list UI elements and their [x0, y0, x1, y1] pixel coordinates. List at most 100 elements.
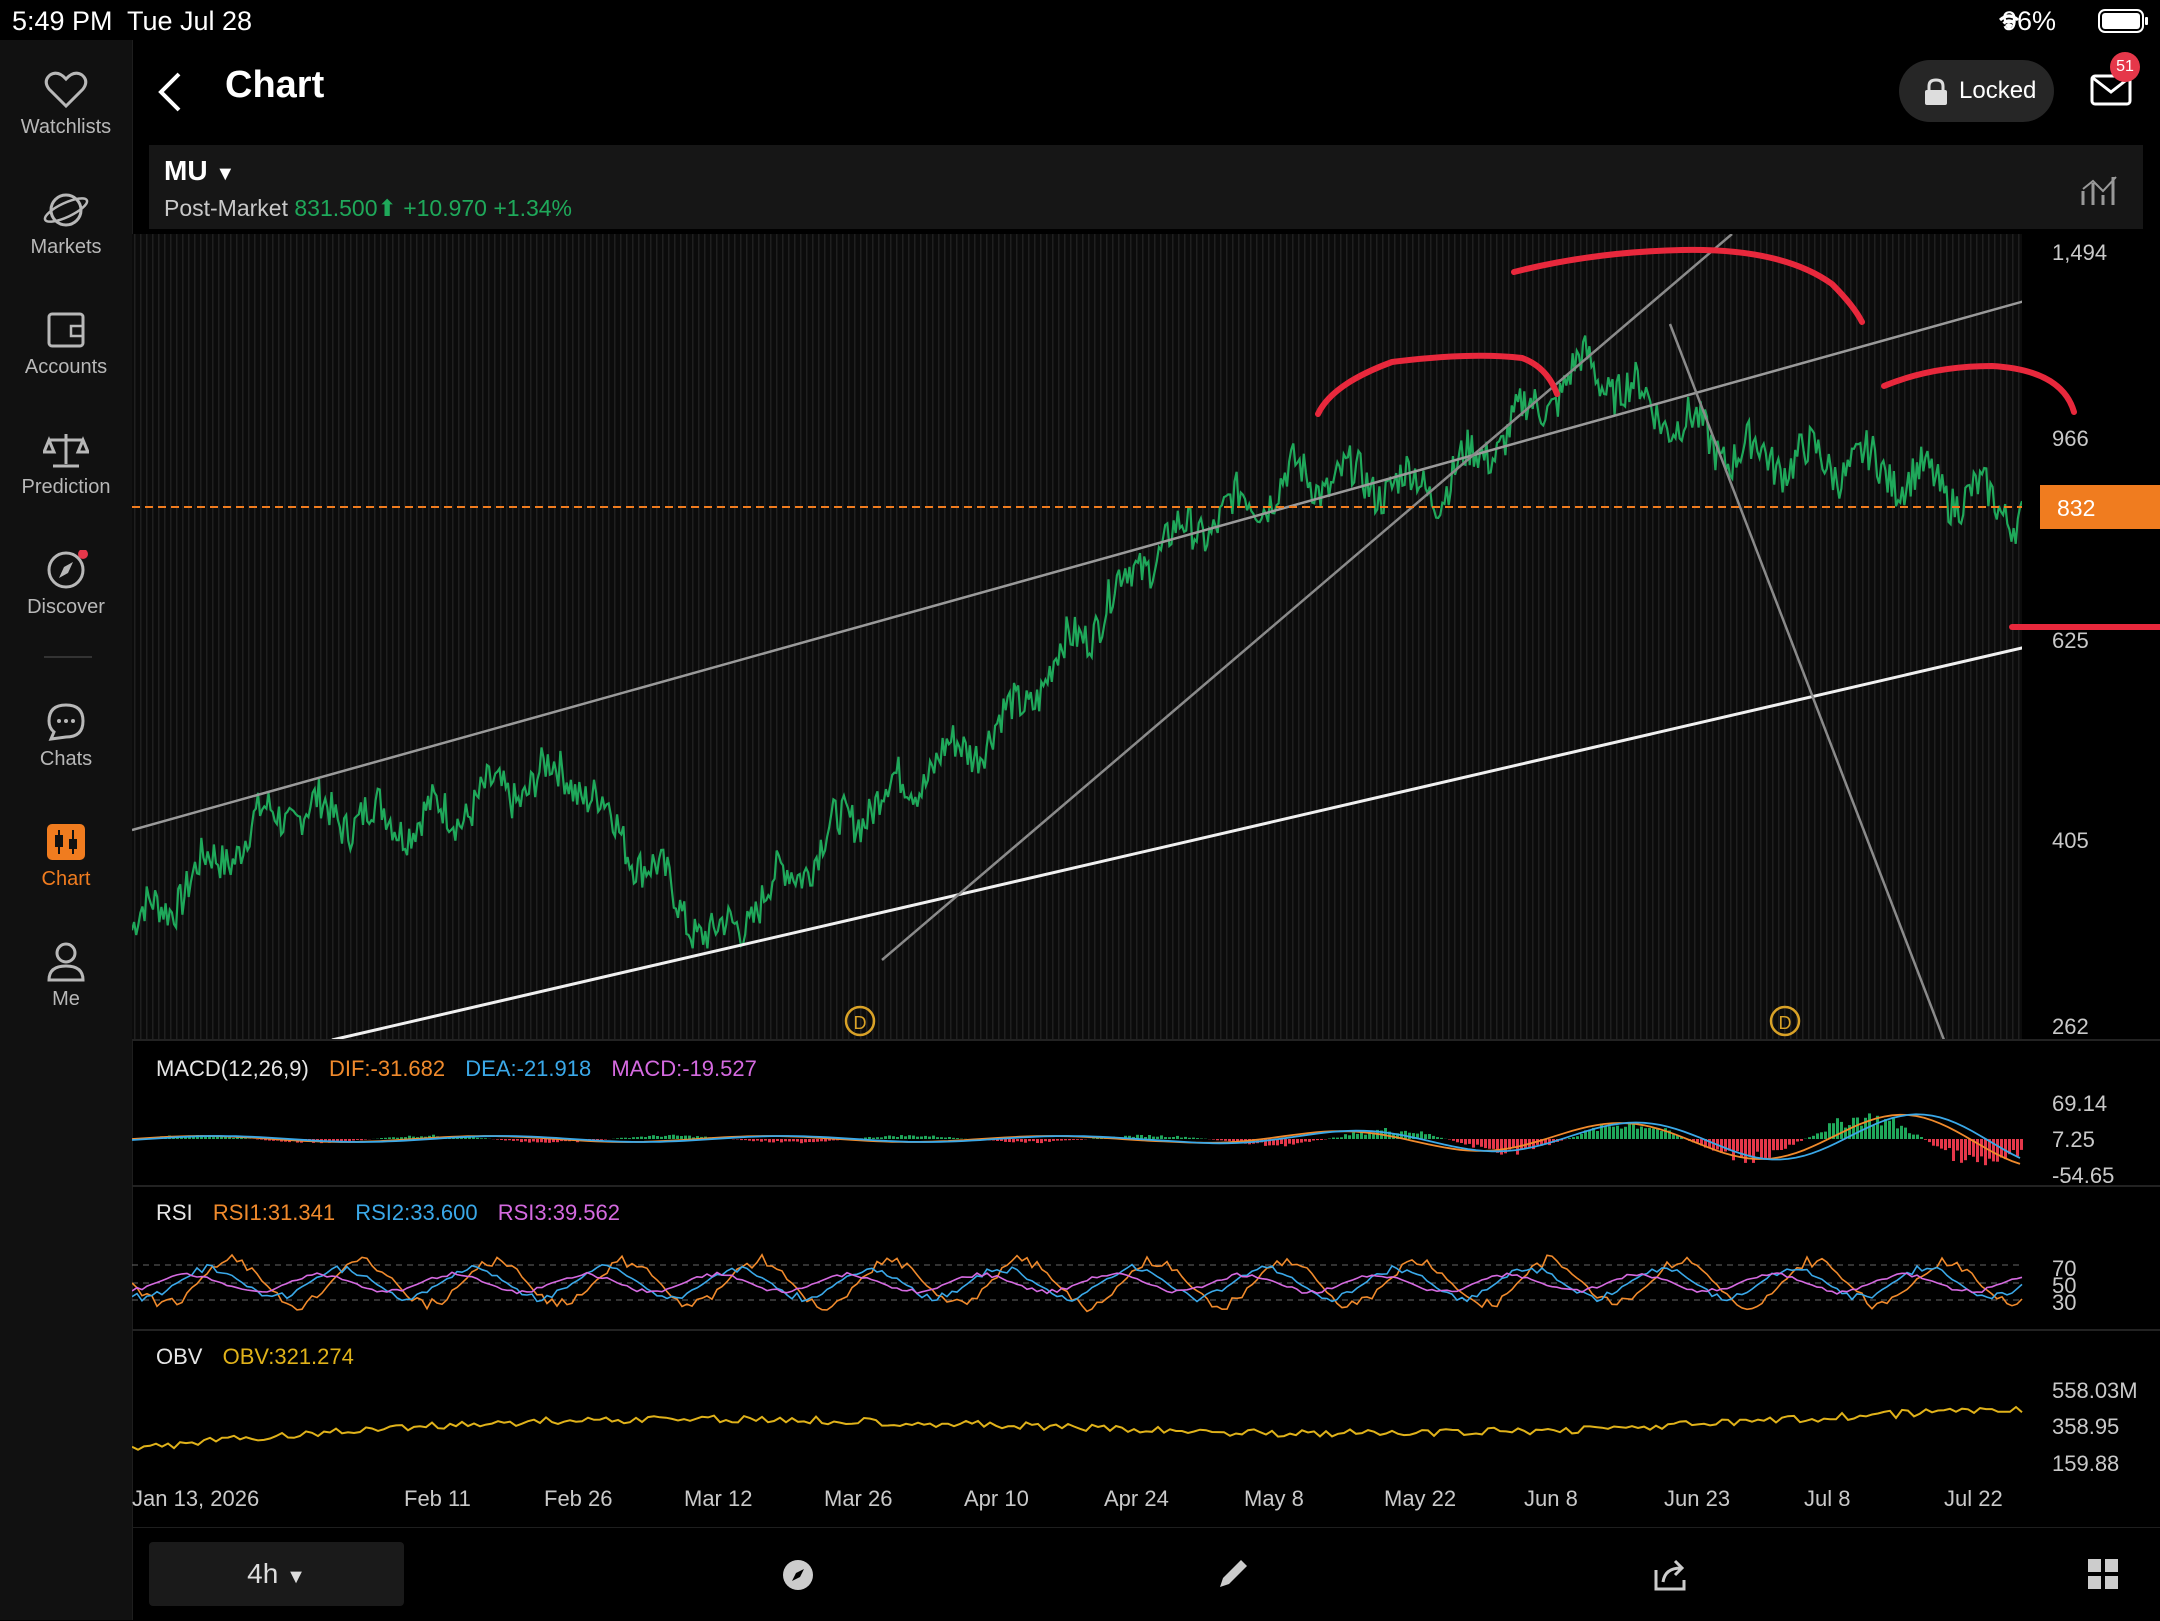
- sidebar-item-discover[interactable]: Discover: [0, 550, 132, 619]
- macd-histogram-bar: [768, 1139, 771, 1142]
- macd-histogram-bar: [956, 1138, 959, 1139]
- macd-histogram-bar: [1748, 1139, 1751, 1156]
- macd-histogram-bar: [820, 1139, 823, 1141]
- macd-histogram-bar: [520, 1139, 523, 1142]
- sidebar-item-watchlists[interactable]: Watchlists: [0, 70, 132, 139]
- sidebar-item-chart[interactable]: Chart: [0, 822, 132, 891]
- macd-histogram-bar: [1648, 1128, 1651, 1139]
- macd-histogram-bar: [920, 1137, 923, 1140]
- sidebar-item-label: Me: [52, 988, 80, 1010]
- macd-histogram-bar: [388, 1137, 391, 1139]
- macd-histogram-bar: [1424, 1134, 1427, 1139]
- obv-title: OBV OBV:321.274: [156, 1344, 354, 1369]
- quote-bar: MU ▼ Post-Market 831.500⬆ +10.970 +1.34%: [149, 145, 2143, 229]
- current-price-tag-label: 832: [2057, 495, 2095, 521]
- macd-histogram-bar: [884, 1136, 887, 1139]
- macd-histogram-bar: [888, 1136, 891, 1140]
- page-title: Chart: [225, 64, 324, 107]
- macd-histogram-bar: [1192, 1138, 1195, 1139]
- sidebar-item-prediction[interactable]: Prediction: [0, 430, 132, 499]
- y-tick: 159.88: [2052, 1451, 2119, 1476]
- macd-histogram-bar: [1624, 1127, 1627, 1139]
- macd-histogram-bar: [604, 1139, 607, 1140]
- macd-histogram-bar: [1484, 1139, 1487, 1148]
- dropdown-caret-icon: ▼: [215, 163, 235, 185]
- macd-histogram-bar: [1160, 1135, 1163, 1139]
- up-arrow-icon: ⬆: [378, 195, 397, 221]
- macd-histogram-bar: [1016, 1139, 1019, 1141]
- heart-icon: [43, 70, 89, 110]
- pencil-icon[interactable]: [1215, 1556, 1251, 1592]
- chart-area[interactable]: 1,494 966 625 405 262 832 D D MACD(12,26…: [132, 234, 2160, 1527]
- macd-histogram-bar: [1032, 1139, 1035, 1141]
- x-tick: Jun 8: [1524, 1486, 1578, 1511]
- macd-histogram-bar: [548, 1139, 551, 1143]
- macd-histogram-bar: [384, 1138, 387, 1139]
- status-bar: 5:49 PM Tue Jul 28 96%: [0, 0, 2160, 40]
- macd-histogram-bar: [1568, 1138, 1571, 1139]
- macd-histogram-bar: [644, 1137, 647, 1139]
- grid-icon[interactable]: [2087, 1558, 2119, 1590]
- macd-histogram-bar: [1744, 1139, 1747, 1163]
- macd-histogram-bar: [380, 1138, 383, 1139]
- macd-histogram-bar: [1068, 1139, 1071, 1140]
- y-tick: 262: [2052, 1014, 2089, 1039]
- macd-histogram-bar: [936, 1137, 939, 1139]
- macd-histogram-bar: [1644, 1128, 1647, 1139]
- macd-histogram-bar: [544, 1139, 547, 1143]
- macd-histogram-bar: [1936, 1139, 1939, 1146]
- y-tick: -54.65: [2052, 1163, 2114, 1188]
- share-icon[interactable]: [1651, 1556, 1689, 1592]
- macd-histogram-bar: [1364, 1135, 1367, 1139]
- macd-histogram-bar: [1816, 1133, 1819, 1139]
- macd-histogram-bar: [624, 1138, 627, 1139]
- macd-histogram-bar: [524, 1139, 527, 1141]
- macd-histogram-bar: [1792, 1139, 1795, 1145]
- y-tick: 625: [2052, 628, 2089, 653]
- macd-histogram-bar: [1312, 1139, 1315, 1141]
- macd-histogram-bar: [776, 1139, 779, 1141]
- macd-histogram-bar: [532, 1139, 535, 1142]
- macd-histogram-bar: [1824, 1132, 1827, 1139]
- macd-histogram-bar: [1176, 1136, 1179, 1139]
- macd-histogram-bar: [1344, 1134, 1347, 1139]
- macd-histogram-bar: [892, 1136, 895, 1139]
- compass-icon[interactable]: [781, 1558, 815, 1592]
- x-tick: May 22: [1384, 1486, 1456, 1511]
- interval-selector[interactable]: 4h ▼: [149, 1542, 404, 1606]
- post-market-price: 831.500: [294, 195, 377, 221]
- macd-histogram-bar: [1928, 1139, 1931, 1142]
- symbol-selector[interactable]: MU ▼: [164, 155, 235, 187]
- macd-histogram-bar: [816, 1139, 819, 1142]
- macd-histogram-bar: [868, 1137, 871, 1139]
- macd-histogram-bar: [1756, 1139, 1759, 1152]
- post-market-quote: Post-Market 831.500⬆ +10.970 +1.34%: [164, 195, 572, 222]
- macd-histogram-bar: [1856, 1118, 1859, 1140]
- macd-histogram-bar: [616, 1138, 619, 1139]
- macd-histogram-bar: [1776, 1139, 1779, 1150]
- sidebar-item-accounts[interactable]: Accounts: [0, 310, 132, 379]
- sidebar-item-me[interactable]: Me: [0, 942, 132, 1011]
- macd-histogram-bar: [628, 1138, 631, 1139]
- chart-type-icon[interactable]: [2080, 171, 2120, 207]
- macd-histogram-bar: [1880, 1125, 1883, 1139]
- macd-histogram-bar: [484, 1138, 487, 1139]
- macd-histogram-bar: [632, 1137, 635, 1139]
- macd-histogram-bar: [540, 1139, 543, 1142]
- x-tick: Jul 22: [1944, 1486, 2003, 1511]
- x-tick: Jun 23: [1664, 1486, 1730, 1511]
- macd-histogram-bar: [212, 1137, 215, 1139]
- macd-histogram-bar: [1932, 1139, 1935, 1146]
- sidebar-item-chats[interactable]: Chats: [0, 702, 132, 771]
- sidebar-item-label: Discover: [27, 596, 105, 618]
- macd-histogram-bar: [744, 1139, 747, 1140]
- macd-histogram-bar: [1184, 1137, 1187, 1139]
- macd-histogram-bar: [1216, 1139, 1219, 1140]
- y-tick: 7.25: [2052, 1127, 2095, 1152]
- macd-histogram-bar: [1428, 1134, 1431, 1139]
- macd-histogram-bar: [508, 1139, 511, 1140]
- sidebar-item-markets[interactable]: Markets: [0, 190, 132, 259]
- locked-button[interactable]: Locked: [1899, 60, 2054, 122]
- macd-histogram-bar: [1924, 1139, 1927, 1140]
- back-icon[interactable]: [155, 70, 185, 114]
